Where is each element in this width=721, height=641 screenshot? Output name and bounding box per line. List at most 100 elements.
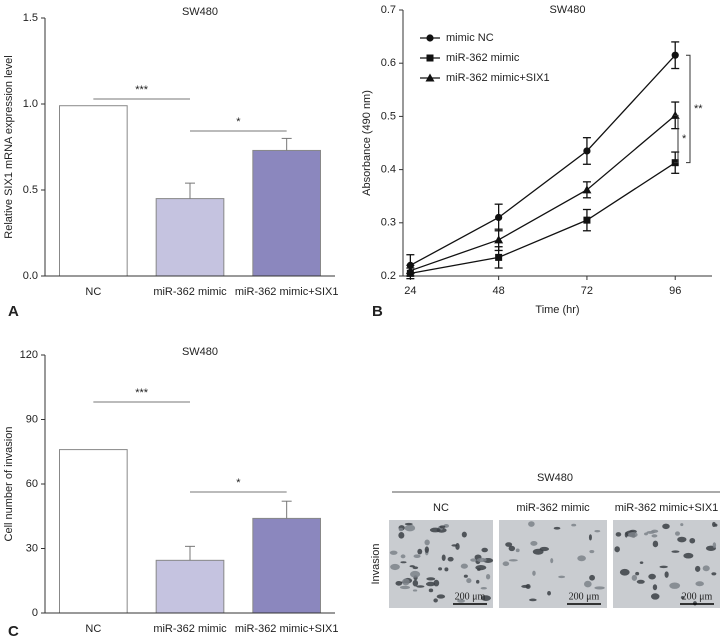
cell <box>584 580 592 588</box>
cell <box>505 542 513 547</box>
significance-label: * <box>236 477 241 489</box>
x-tick-label: NC <box>85 286 101 298</box>
x-tick-label: 24 <box>404 285 416 297</box>
panel-label: B <box>372 303 383 320</box>
cell <box>400 554 406 559</box>
cell <box>635 571 640 576</box>
cell <box>651 534 658 538</box>
cell <box>461 531 467 538</box>
cell <box>476 579 480 584</box>
y-tick-label: 1.5 <box>23 12 38 24</box>
cell <box>416 585 425 588</box>
significance-label: ** <box>694 103 703 115</box>
legend-marker <box>426 54 434 62</box>
significance-label: *** <box>135 387 149 399</box>
significance-bracket <box>674 114 679 164</box>
panel-label: C <box>8 623 19 640</box>
cell <box>628 532 638 538</box>
y-tick-label: 0.0 <box>23 270 38 282</box>
significance-label: * <box>682 133 687 145</box>
cell <box>677 536 687 543</box>
y-axis-label: Cell number of invasion <box>3 427 15 542</box>
cell <box>485 574 491 580</box>
cell <box>476 568 481 571</box>
y-tick-label: 0.5 <box>381 110 396 122</box>
cell <box>460 563 468 569</box>
cell <box>439 525 446 529</box>
cell <box>412 579 419 587</box>
cell <box>425 581 436 587</box>
scale-label: 200 μm <box>455 591 486 602</box>
panel-label: A <box>8 303 19 320</box>
cell <box>619 568 630 576</box>
cell <box>659 565 668 569</box>
cell <box>412 589 418 592</box>
cell <box>508 559 518 562</box>
cell <box>639 561 644 564</box>
micrograph <box>389 520 493 608</box>
cell <box>615 532 622 537</box>
bar <box>155 559 225 614</box>
y-tick-label: 0.2 <box>381 270 396 282</box>
cell <box>674 531 681 536</box>
cell <box>463 574 468 578</box>
cell <box>539 546 550 552</box>
cell <box>594 586 605 590</box>
y-axis-label: Absorbance (490 nm) <box>361 90 373 196</box>
cell <box>412 566 419 570</box>
cell <box>436 594 446 599</box>
cell <box>669 582 681 589</box>
legend-label: miR-362 mimic+SIX1 <box>446 72 550 84</box>
cell <box>400 561 407 564</box>
data-point <box>495 213 503 222</box>
row-label: Invasion <box>370 544 382 585</box>
data-point <box>495 253 503 261</box>
cell <box>694 565 701 572</box>
x-tick-label: miR-362 mimic <box>153 623 227 635</box>
cell <box>404 524 416 532</box>
cell <box>398 527 404 532</box>
cell <box>424 539 430 546</box>
cell <box>662 523 670 530</box>
cell <box>455 543 460 550</box>
x-tick-label: NC <box>85 623 101 635</box>
cell <box>502 561 510 567</box>
cell <box>712 521 716 528</box>
cell <box>429 527 441 533</box>
cell <box>451 544 458 547</box>
cell <box>550 558 554 564</box>
cell <box>553 526 561 530</box>
legend-label: mimic NC <box>446 32 494 44</box>
cell <box>680 595 685 600</box>
cell <box>390 563 400 571</box>
cell <box>426 577 436 581</box>
cell <box>409 565 415 568</box>
cell <box>508 545 516 552</box>
y-tick-label: 60 <box>26 478 38 490</box>
cell <box>475 565 487 571</box>
cell <box>711 572 717 576</box>
cell <box>466 578 472 584</box>
cell <box>650 593 660 600</box>
bar <box>59 449 128 614</box>
data-point <box>582 185 592 194</box>
cell <box>476 557 487 563</box>
cell <box>532 570 536 576</box>
data-point <box>671 51 679 59</box>
cell <box>577 555 586 562</box>
data-point <box>405 266 415 275</box>
cell <box>515 548 520 553</box>
x-tick-label: 48 <box>493 285 505 297</box>
cell <box>631 574 638 581</box>
cell <box>444 567 449 572</box>
series-line <box>410 54 676 266</box>
series-line <box>410 114 676 272</box>
column-label: miR-362 mimic+SIX1 <box>615 502 719 514</box>
cell <box>389 550 398 555</box>
cell <box>447 556 454 562</box>
cell <box>571 523 577 527</box>
cell <box>528 521 535 527</box>
data-point <box>583 147 591 155</box>
data-point <box>494 235 504 244</box>
